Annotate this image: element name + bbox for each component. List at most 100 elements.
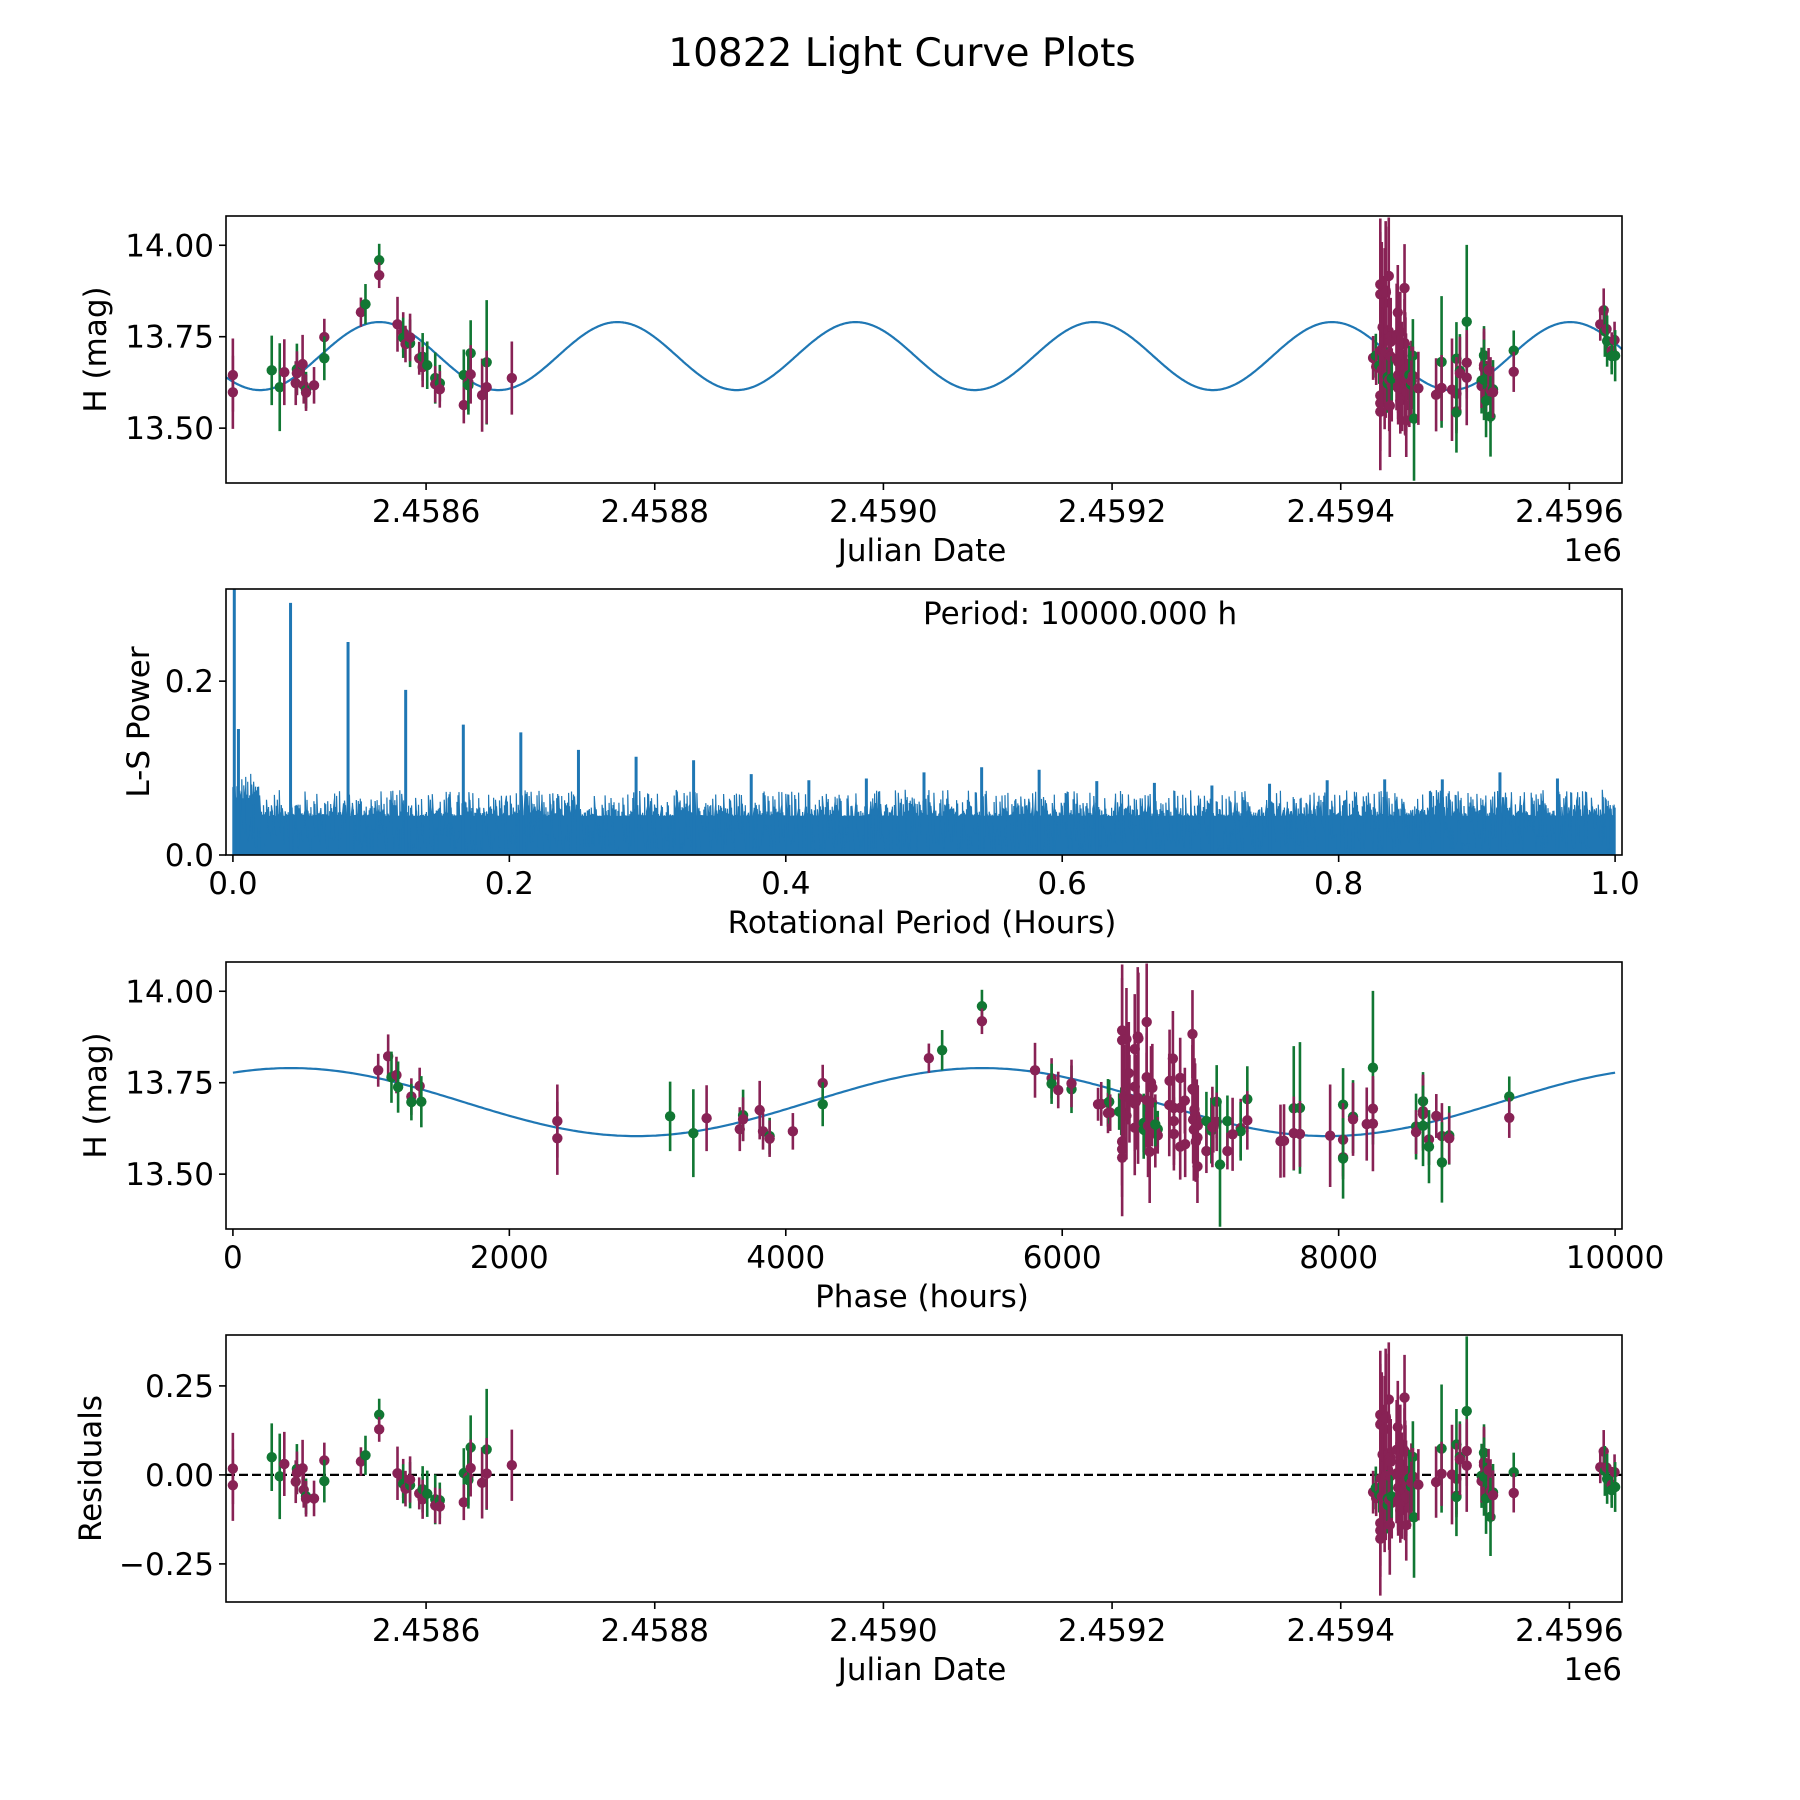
residual-purple xyxy=(1430,1446,1442,1518)
data-point xyxy=(463,1474,474,1486)
phased-xtick-label: 2000 xyxy=(470,1240,549,1276)
phased-observation-green xyxy=(1436,1122,1448,1203)
data-point xyxy=(1454,1454,1466,1465)
data-point xyxy=(1487,1490,1499,1501)
phased-observation-green xyxy=(1417,1085,1429,1167)
data-point xyxy=(422,360,433,371)
periodogram-panel: 0.0 0.2 0.4 0.6 0.8 1.0 0.0 0.2 Rotational Peri… xyxy=(121,588,1640,941)
data-point xyxy=(1242,1115,1253,1126)
periodogram-ticks: 0.0 0.2 0.4 0.6 0.8 1.0 0.0 0.2 xyxy=(165,664,1640,902)
observation-purple xyxy=(279,339,290,406)
best-period-annotation: Period: 10000.000 h xyxy=(923,596,1237,632)
data-point xyxy=(476,390,488,401)
phased-observation-green xyxy=(1235,1102,1246,1161)
data-point xyxy=(373,1065,384,1076)
data-point xyxy=(279,366,290,378)
data-point xyxy=(1461,316,1472,327)
lightcurve-axes-frame xyxy=(225,215,1623,484)
data-point xyxy=(1367,1062,1379,1073)
phased-observation-purple xyxy=(764,1120,775,1157)
observation-purple xyxy=(1436,354,1447,421)
data-point xyxy=(1609,1481,1621,1493)
residuals-xtick-label: 2.4594 xyxy=(1286,1613,1394,1649)
data-point xyxy=(300,1493,312,1505)
data-point xyxy=(1423,1141,1435,1152)
observation-green xyxy=(422,341,433,390)
data-point xyxy=(308,380,320,391)
data-point xyxy=(1214,1159,1226,1170)
residual-purple xyxy=(458,1484,470,1521)
data-point xyxy=(1504,1091,1515,1102)
residual-green xyxy=(360,1435,371,1475)
phased-observation-green xyxy=(406,1083,417,1121)
phased-observation-green xyxy=(688,1089,699,1178)
observation-purple xyxy=(374,262,385,289)
phased-observation-purple xyxy=(1179,1111,1191,1178)
phased-observation-purple xyxy=(1431,1094,1442,1138)
phased-xtick-label: 0 xyxy=(223,1240,243,1276)
residual-purple xyxy=(1454,1423,1466,1496)
observation-green xyxy=(266,335,277,406)
data-point xyxy=(1105,1107,1116,1118)
data-point xyxy=(1168,1128,1180,1140)
data-point xyxy=(297,1463,308,1474)
data-point xyxy=(764,1133,775,1144)
residuals-xtick-label: 2.4590 xyxy=(829,1613,937,1649)
residual-green xyxy=(422,1470,433,1517)
data-point xyxy=(1141,1016,1152,1028)
residuals-axes-frame xyxy=(225,1334,1623,1603)
data-point xyxy=(308,1493,320,1504)
data-point xyxy=(976,1016,988,1027)
data-point xyxy=(506,1460,518,1471)
residuals-ticks: 2.4586 2.4588 2.4590 2.4592 2.4594 2.4596 −0.2… xyxy=(119,1369,1624,1649)
lightcurve-ticks: 2.4586 2.4588 2.4590 2.4592 2.4594 2.4596 13.5… xyxy=(125,228,1623,530)
phased-observation-purple xyxy=(1347,1082,1359,1156)
data-point xyxy=(1410,1126,1422,1138)
residuals-xtick-label: 2.4588 xyxy=(601,1613,709,1649)
residuals-xtick-label: 2.4596 xyxy=(1515,1613,1623,1649)
phased-observation-purple xyxy=(1132,1032,1144,1164)
residual-purple xyxy=(476,1447,488,1519)
data-point xyxy=(1096,1098,1107,1110)
phased-observation-purple xyxy=(1168,1097,1180,1171)
data-point xyxy=(1436,382,1447,394)
residual-purple xyxy=(506,1429,518,1501)
data-point xyxy=(266,365,277,376)
residual-purple xyxy=(1487,1470,1499,1521)
data-point xyxy=(1430,389,1442,401)
observation-purple xyxy=(476,358,488,432)
data-point xyxy=(414,1080,425,1092)
lightcurve-ylabel: H (mag) xyxy=(78,286,114,412)
phased-ytick-label: 13.75 xyxy=(125,1066,214,1102)
residual-green xyxy=(274,1433,285,1520)
data-point xyxy=(1413,383,1424,394)
observation-green xyxy=(274,343,285,432)
observation-purple xyxy=(1508,351,1519,392)
observation-green xyxy=(319,336,330,381)
residual-purple xyxy=(465,1439,476,1497)
data-point xyxy=(1201,1145,1212,1157)
observation-purple xyxy=(392,296,403,352)
data-point xyxy=(1444,1133,1455,1144)
data-point xyxy=(392,1081,404,1093)
observation-purple xyxy=(300,374,312,411)
residuals-ytick-label: −0.25 xyxy=(119,1547,214,1583)
data-point xyxy=(1278,1135,1290,1147)
data-point xyxy=(1347,1114,1359,1125)
residual-green xyxy=(266,1423,277,1492)
data-point xyxy=(1508,1467,1519,1478)
lightcurve-xtick-label: 2.4594 xyxy=(1286,494,1394,530)
data-point xyxy=(737,1114,749,1125)
residual-purple xyxy=(227,1449,239,1521)
figure-title: 10822 Light Curve Plots xyxy=(668,31,1135,76)
residuals-xtick-label: 2.4592 xyxy=(1058,1613,1166,1649)
observation-green xyxy=(1480,364,1492,438)
phased-observation-purple xyxy=(1096,1081,1107,1126)
lightcurve-xtick-label: 2.4596 xyxy=(1515,494,1623,530)
phased-xtick-label: 4000 xyxy=(746,1240,825,1276)
data-point xyxy=(1383,1394,1394,1405)
periodogram-xtick-label: 0.8 xyxy=(1314,866,1363,902)
phased-observation-purple xyxy=(701,1085,712,1152)
phased-observation-purple xyxy=(1201,1129,1212,1174)
